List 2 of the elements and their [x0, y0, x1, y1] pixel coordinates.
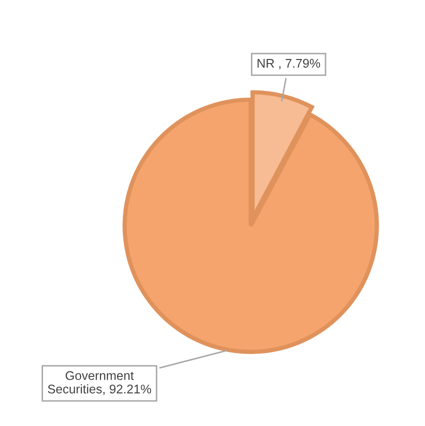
slice-label: NR , 7.79%: [258, 58, 320, 70]
slice-label: Government Securities, 92.21%: [48, 371, 152, 395]
